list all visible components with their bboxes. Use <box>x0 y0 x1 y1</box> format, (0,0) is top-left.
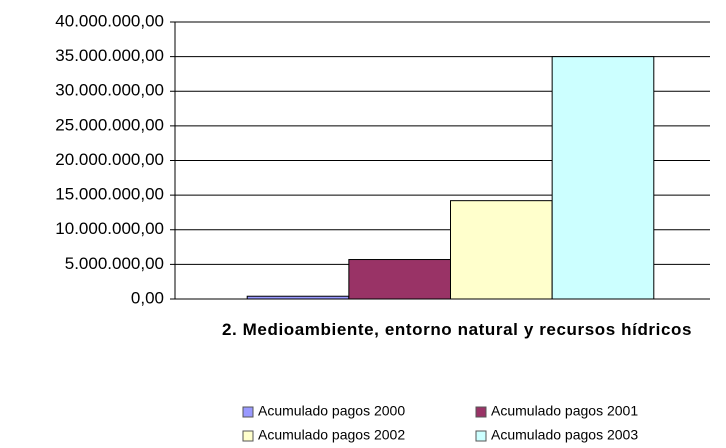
category-label: 2. Medioambiente, entorno natural y recu… <box>221 320 693 339</box>
y-tick-label: 20.000.000,00 <box>55 150 164 169</box>
bar <box>450 200 553 300</box>
bar <box>551 56 655 300</box>
legend-label: Acumulado pagos 2003 <box>491 427 638 443</box>
legend-label: Acumulado pagos 2000 <box>258 403 405 419</box>
y-tick-label: 35.000.000,00 <box>55 46 164 65</box>
y-tick-label: 0,00 <box>131 288 164 307</box>
y-tick-label: 30.000.000,00 <box>55 81 164 100</box>
legend-label: Acumulado pagos 2001 <box>491 403 638 419</box>
bar <box>348 259 452 300</box>
legend-label: Acumulado pagos 2002 <box>258 427 405 443</box>
legend-swatch <box>242 430 254 442</box>
y-tick-label: 15.000.000,00 <box>55 185 164 204</box>
legend-swatch <box>475 430 487 442</box>
bar <box>246 295 350 300</box>
legend-swatch <box>475 406 487 418</box>
y-tick-label: 5.000.000,00 <box>65 254 164 273</box>
y-tick-label: 25.000.000,00 <box>55 115 164 134</box>
legend-swatch <box>242 406 254 418</box>
y-tick-label: 40.000.000,00 <box>55 11 164 30</box>
y-tick-label: 10.000.000,00 <box>55 219 164 238</box>
